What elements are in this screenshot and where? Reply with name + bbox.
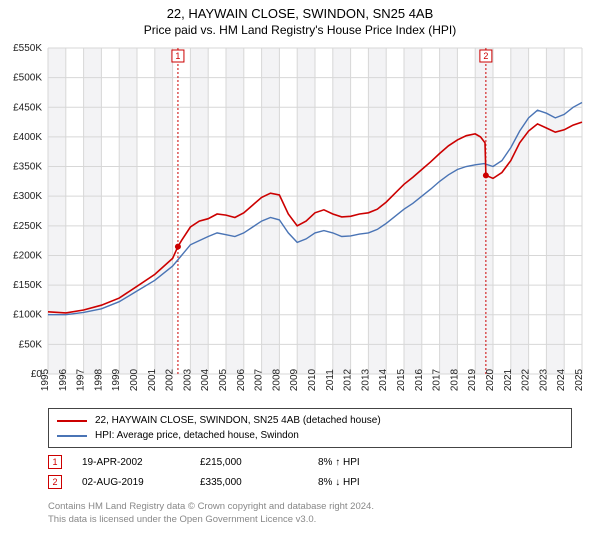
svg-text:2009: 2009 bbox=[289, 368, 300, 391]
legend: 22, HAYWAIN CLOSE, SWINDON, SN25 4AB (de… bbox=[48, 408, 572, 448]
svg-text:2007: 2007 bbox=[254, 368, 265, 391]
svg-text:£200K: £200K bbox=[13, 250, 42, 261]
chart-area: £0£50K£100K£150K£200K£250K£300K£350K£400… bbox=[8, 42, 586, 408]
svg-text:£300K: £300K bbox=[13, 191, 42, 202]
sale-price-2: £335,000 bbox=[200, 477, 318, 488]
sales-table: 1 19-APR-2002 £215,000 8% ↑ HPI 2 02-AUG… bbox=[48, 452, 436, 492]
figure: 22, HAYWAIN CLOSE, SWINDON, SN25 4AB Pri… bbox=[0, 0, 600, 560]
svg-text:2002: 2002 bbox=[165, 368, 176, 391]
svg-text:2012: 2012 bbox=[343, 368, 354, 391]
svg-text:2025: 2025 bbox=[574, 368, 585, 391]
svg-text:2006: 2006 bbox=[236, 368, 247, 391]
svg-text:2001: 2001 bbox=[147, 368, 158, 391]
legend-row-hpi: HPI: Average price, detached house, Swin… bbox=[57, 428, 563, 443]
sale-row-1: 1 19-APR-2002 £215,000 8% ↑ HPI bbox=[48, 452, 436, 472]
footer: Contains HM Land Registry data © Crown c… bbox=[48, 500, 374, 526]
svg-text:£100K: £100K bbox=[13, 310, 42, 321]
svg-text:2010: 2010 bbox=[307, 368, 318, 391]
svg-text:2014: 2014 bbox=[378, 368, 389, 391]
sale-marker-2: 2 bbox=[48, 475, 62, 489]
svg-text:2020: 2020 bbox=[485, 368, 496, 391]
svg-text:1999: 1999 bbox=[111, 368, 122, 391]
legend-label-blue: HPI: Average price, detached house, Swin… bbox=[95, 428, 299, 443]
svg-text:2017: 2017 bbox=[432, 368, 443, 391]
svg-text:£400K: £400K bbox=[13, 132, 42, 143]
legend-label-red: 22, HAYWAIN CLOSE, SWINDON, SN25 4AB (de… bbox=[95, 413, 381, 428]
svg-text:£500K: £500K bbox=[13, 73, 42, 84]
svg-text:2: 2 bbox=[483, 51, 488, 61]
svg-text:2016: 2016 bbox=[414, 368, 425, 391]
sale-pct-2: 8% ↓ HPI bbox=[318, 477, 436, 488]
svg-text:2022: 2022 bbox=[521, 368, 532, 391]
legend-swatch-blue bbox=[57, 435, 87, 437]
svg-text:1996: 1996 bbox=[58, 368, 69, 391]
svg-text:2015: 2015 bbox=[396, 368, 407, 391]
legend-swatch-red bbox=[57, 420, 87, 422]
sale-marker-1: 1 bbox=[48, 455, 62, 469]
svg-text:2000: 2000 bbox=[129, 368, 140, 391]
svg-text:1: 1 bbox=[175, 51, 180, 61]
chart-title: 22, HAYWAIN CLOSE, SWINDON, SN25 4AB bbox=[0, 0, 600, 21]
svg-text:1995: 1995 bbox=[40, 368, 51, 391]
svg-text:1998: 1998 bbox=[93, 368, 104, 391]
svg-text:2019: 2019 bbox=[467, 368, 478, 391]
svg-text:2003: 2003 bbox=[182, 368, 193, 391]
svg-text:2005: 2005 bbox=[218, 368, 229, 391]
footer-line-1: Contains HM Land Registry data © Crown c… bbox=[48, 500, 374, 513]
svg-text:2013: 2013 bbox=[360, 368, 371, 391]
footer-line-2: This data is licensed under the Open Gov… bbox=[48, 513, 374, 526]
chart-svg: £0£50K£100K£150K£200K£250K£300K£350K£400… bbox=[8, 42, 586, 408]
svg-text:2024: 2024 bbox=[556, 368, 567, 391]
svg-text:2011: 2011 bbox=[325, 369, 336, 391]
svg-text:£550K: £550K bbox=[13, 43, 42, 54]
svg-text:£450K: £450K bbox=[13, 102, 42, 113]
svg-text:2021: 2021 bbox=[503, 368, 514, 391]
svg-text:2018: 2018 bbox=[449, 368, 460, 391]
svg-text:£350K: £350K bbox=[13, 162, 42, 173]
svg-text:2004: 2004 bbox=[200, 368, 211, 391]
sale-date-2: 02-AUG-2019 bbox=[82, 477, 200, 488]
sale-pct-1: 8% ↑ HPI bbox=[318, 457, 436, 468]
sale-date-1: 19-APR-2002 bbox=[82, 457, 200, 468]
svg-text:2023: 2023 bbox=[538, 368, 549, 391]
svg-text:1997: 1997 bbox=[76, 368, 87, 391]
svg-text:2008: 2008 bbox=[271, 368, 282, 391]
sale-row-2: 2 02-AUG-2019 £335,000 8% ↓ HPI bbox=[48, 472, 436, 492]
svg-text:£50K: £50K bbox=[19, 339, 43, 350]
svg-text:£150K: £150K bbox=[13, 280, 42, 291]
chart-subtitle: Price paid vs. HM Land Registry's House … bbox=[0, 21, 600, 37]
sale-price-1: £215,000 bbox=[200, 457, 318, 468]
legend-row-price-paid: 22, HAYWAIN CLOSE, SWINDON, SN25 4AB (de… bbox=[57, 413, 563, 428]
svg-text:£250K: £250K bbox=[13, 221, 42, 232]
